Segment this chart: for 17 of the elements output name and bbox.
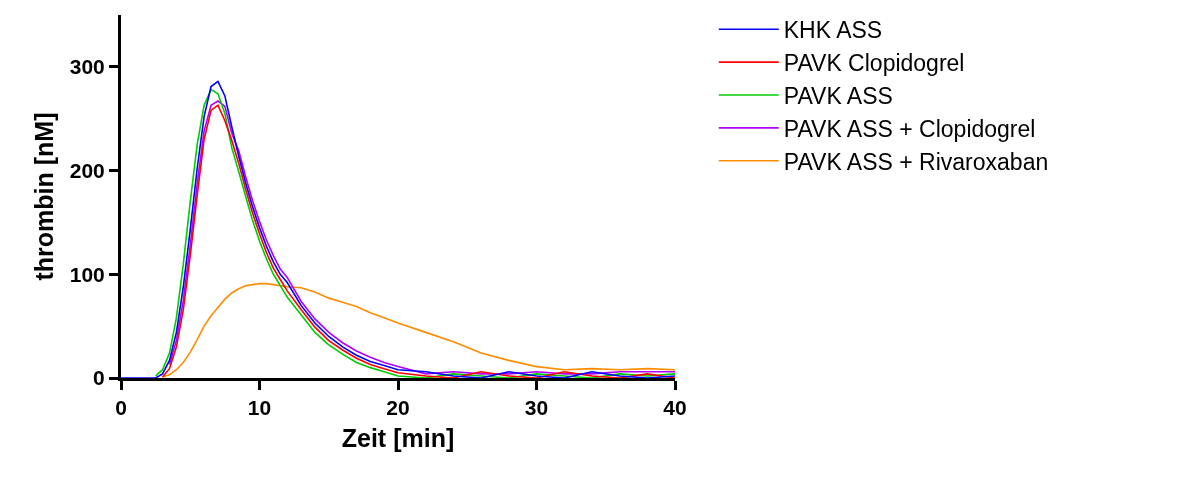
legend-label: PAVK Clopidogrel [783,50,965,77]
y-tick-label: 100 [69,262,105,286]
y-tick-label: 300 [69,55,105,79]
x-tick-label: 20 [386,396,410,420]
legend-label: PAVK ASS + Clopidogrel [783,115,1036,142]
y-tick-label: 200 [69,158,105,182]
x-axis-title: Zeit [min] [341,424,455,453]
y-axis-title: thrombin [nM] [29,112,58,281]
y-tick-label: 0 [93,366,105,390]
legend-label: KHK ASS [783,17,883,44]
x-tick-label: 10 [247,396,272,420]
legend-label: PAVK ASS + Rivaroxaban [783,148,1049,175]
x-tick-label: 40 [663,396,687,420]
line-series [161,282,675,378]
legend-label: PAVK ASS [783,82,893,109]
x-tick-label: 0 [115,396,127,420]
x-tick-label: 30 [524,396,549,420]
